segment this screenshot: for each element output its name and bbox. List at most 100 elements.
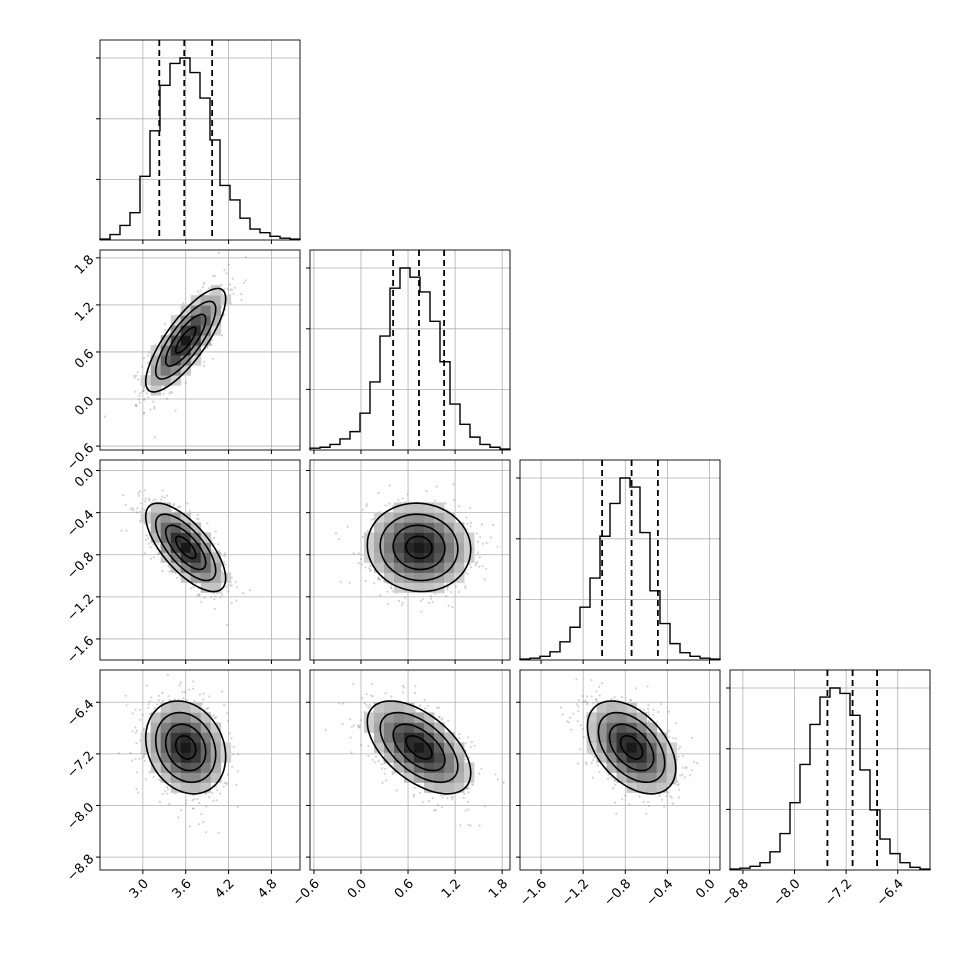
scatter-point	[474, 564, 477, 567]
scatter-point	[132, 508, 135, 512]
density-cell	[190, 702, 202, 713]
scatter-point	[122, 494, 125, 497]
density-cell	[180, 315, 192, 326]
density-cell	[384, 722, 395, 733]
scatter-point	[369, 569, 372, 573]
scatter-point	[150, 696, 153, 699]
density-cell	[384, 752, 395, 763]
scatter-point	[458, 737, 461, 740]
scatter-point	[421, 598, 424, 601]
scatter-point	[135, 742, 138, 745]
scatter-point	[213, 542, 216, 546]
scatter-point	[144, 778, 147, 781]
scatter-point	[451, 606, 454, 609]
density-cell	[404, 522, 415, 533]
density-cell	[434, 562, 445, 573]
scatter-point	[357, 552, 360, 555]
scatter-point	[138, 490, 142, 493]
scatter-point	[439, 794, 442, 797]
scatter-point	[244, 256, 247, 259]
scatter-point	[434, 808, 437, 812]
scatter-point	[431, 797, 434, 800]
density-cell	[180, 305, 192, 316]
joint-content	[324, 682, 505, 827]
density-cell	[210, 572, 222, 583]
density-cell	[424, 582, 435, 593]
scatter-point	[361, 696, 364, 700]
scatter-point	[236, 805, 239, 809]
scatter-point	[441, 796, 444, 799]
scatter-point	[205, 831, 208, 834]
scatter-point	[492, 523, 495, 527]
density-cell	[190, 335, 202, 346]
density-cell	[374, 542, 385, 553]
scatter-point	[192, 807, 195, 810]
scatter-point	[230, 576, 233, 579]
scatter-point	[213, 536, 216, 540]
scatter-point	[180, 809, 183, 812]
density-cell	[454, 762, 465, 773]
density-cell	[210, 732, 222, 743]
scatter-point	[235, 599, 238, 602]
scatter-point	[146, 354, 150, 357]
scatter-point	[166, 792, 169, 795]
scatter-point	[467, 823, 470, 826]
scatter-point	[385, 779, 388, 782]
scatter-point	[420, 610, 423, 613]
scatter-point	[446, 797, 449, 800]
scatter-point	[478, 824, 481, 827]
scatter-point	[136, 771, 139, 774]
scatter-point	[208, 796, 211, 799]
scatter-point	[154, 343, 157, 346]
density-cell	[434, 582, 445, 593]
density-cell	[180, 732, 192, 743]
joint-panel-3-1	[309, 669, 511, 871]
scatter-point	[192, 794, 195, 797]
scatter-point	[142, 389, 145, 393]
scatter-point	[466, 528, 469, 531]
joint-panel-1-0	[99, 249, 301, 451]
density-cell	[200, 732, 212, 743]
scatter-point	[469, 521, 472, 525]
scatter-point	[452, 795, 455, 799]
density-cell	[190, 542, 202, 553]
scatter-point	[435, 485, 438, 488]
density-cell	[404, 572, 415, 583]
density-cell	[170, 782, 182, 793]
density-cell	[190, 532, 202, 543]
density-cell	[150, 722, 162, 733]
scatter-point	[477, 551, 480, 554]
density-cell	[160, 522, 172, 533]
scatter-point	[145, 392, 148, 395]
density-cell	[394, 732, 405, 743]
scatter-point	[157, 552, 160, 555]
scatter-point	[228, 732, 231, 735]
scatter-point	[349, 736, 352, 739]
scatter-point	[217, 543, 220, 546]
scatter-point	[182, 302, 185, 305]
density-cell	[180, 335, 192, 346]
scatter-point	[164, 790, 167, 793]
scatter-point	[139, 510, 142, 513]
density-cell	[444, 542, 455, 553]
density-cell	[454, 562, 465, 573]
scatter-point	[494, 773, 497, 776]
scatter-point	[387, 602, 390, 605]
scatter-point	[404, 596, 407, 599]
scatter-point	[368, 567, 371, 570]
scatter-point	[225, 272, 228, 275]
density-cell	[374, 732, 385, 743]
histogram-step-line	[729, 687, 931, 870]
scatter-point	[450, 796, 453, 799]
scatter-point	[378, 578, 381, 581]
density-cell	[190, 315, 202, 326]
contour-level-2	[154, 513, 217, 582]
scatter-point	[414, 685, 417, 688]
histogram-panel-0	[96, 39, 301, 241]
scatter-point	[400, 604, 404, 607]
scatter-point	[423, 698, 426, 702]
scatter-point	[386, 590, 389, 593]
scatter-point	[203, 281, 206, 284]
density-cell	[180, 552, 192, 563]
density-cell	[444, 552, 455, 563]
